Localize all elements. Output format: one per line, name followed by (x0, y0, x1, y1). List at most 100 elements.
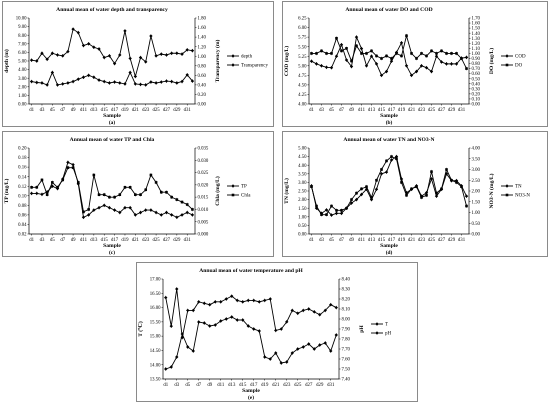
data-point (219, 319, 223, 323)
y-left-tick-label: 6.00 (298, 26, 307, 31)
data-point (301, 345, 305, 349)
data-point (380, 57, 383, 60)
x-tick-label: d15 (378, 108, 386, 113)
data-point (384, 170, 389, 174)
y-right-tick-label: 1.00 (472, 52, 481, 57)
data-point (325, 52, 328, 55)
data-point (169, 51, 174, 55)
x-tick-label: d15 (239, 383, 247, 388)
x-tick-label: d27 (163, 108, 171, 113)
y-right-tick-label: 7.80 (342, 338, 351, 343)
y-left-tick-labels: 0.00 0.50 1.00 1.50 2.00 2.50 3.00 3.50 4.00 4.50… (298, 147, 309, 238)
y-left-axis-label: COD (mg/L) (283, 46, 290, 76)
data-point (409, 73, 414, 78)
data-point (369, 197, 374, 202)
data-point (290, 308, 294, 313)
y-left-axis-label: T (℃) (137, 321, 144, 337)
data-point (128, 56, 132, 61)
data-point (296, 347, 300, 351)
data-point (118, 81, 122, 85)
data-point (186, 308, 190, 313)
data-point (464, 194, 469, 198)
x-tick-label: d5 (50, 108, 55, 113)
x-tick-label: d17 (250, 383, 258, 388)
y-right-tick-label: 0.025 (198, 171, 209, 176)
data-point (235, 298, 239, 303)
legend-entry: Chla (241, 194, 251, 199)
y-right-tick-labels: 0.000 0.005 0.010 0.015 0.020 0.025 0.030 0.035 (195, 147, 209, 238)
y-right-tick-label: 1.20 (472, 42, 481, 47)
data-point (465, 204, 468, 208)
data-point (334, 305, 338, 310)
data-point (296, 311, 300, 315)
y-right-tick-label: 8.00 (342, 318, 351, 323)
legend-entry: T (385, 323, 388, 328)
y-left-tick-label: 2.50 (298, 190, 307, 195)
data-point (61, 82, 65, 86)
y-right-tick-label: 0.010 (198, 208, 209, 213)
x-tick-label: d7 (60, 108, 65, 113)
data-point (395, 157, 398, 161)
data-point (450, 52, 453, 55)
y-right-tick-label: 0.40 (198, 83, 207, 88)
data-point (279, 327, 283, 331)
series-line (165, 288, 337, 338)
x-tick-label: d27 (438, 238, 446, 243)
legend-marker (375, 322, 379, 326)
data-point (375, 178, 378, 182)
data-point (400, 54, 403, 58)
data-point (154, 210, 158, 215)
panel-label: (b) (386, 119, 393, 126)
x-tick-label: d29 (448, 238, 456, 243)
data-point (107, 81, 112, 85)
x-tick-label: d21 (408, 108, 416, 113)
y-right-tick-label: 1.40 (472, 32, 481, 37)
x-tick-label: d27 (305, 383, 313, 388)
x-tick-label: d3 (319, 238, 324, 243)
data-point (435, 191, 438, 195)
data-point (241, 318, 245, 322)
data-point (454, 62, 459, 66)
x-axis-label: Sample (380, 243, 398, 249)
data-point (55, 83, 60, 87)
y-left-tick-label: 0.20 (18, 147, 27, 152)
legend-marker (505, 54, 509, 58)
data-point (159, 190, 163, 194)
series-line (311, 35, 467, 77)
x-tick-label: d13 (90, 108, 98, 113)
data-point (385, 159, 388, 163)
data-point (375, 54, 378, 58)
y-right-tick-label: 1.20 (198, 45, 207, 50)
y-right-tick-label: 1.50 (472, 27, 481, 32)
data-point (149, 80, 153, 84)
data-point (66, 166, 70, 169)
data-point (314, 62, 319, 66)
series-1 (310, 33, 468, 71)
y-right-tick-labels: 0.00 0.50 1.00 1.50 2.00 2.50 3.00 3.50 4.00 (469, 147, 480, 238)
x-tick-label: d9 (71, 108, 76, 113)
data-point (35, 191, 39, 196)
legend-marker (231, 193, 235, 197)
y-right-tick-label: 8.40 (342, 278, 351, 283)
data-point (164, 79, 169, 83)
x-tick-label: d25 (428, 238, 436, 243)
y-right-tick-labels: 7.40 7.50 7.60 7.70 7.80 7.90 8.00 8.10 8.20 8.30… (339, 278, 350, 383)
y-right-tick-label: 2.50 (472, 179, 481, 184)
panel-label: (c) (109, 249, 115, 256)
y-left-tick-label: 0.04 (18, 223, 27, 228)
data-point (365, 185, 368, 188)
y-right-tick-label: 0.030 (198, 159, 209, 164)
chart-panel-c: Annual mean of water TP and Chla 0.02 0.04… (2, 131, 274, 257)
y-right-tick-label: 0.50 (472, 77, 481, 82)
y-right-tick-label: 0.020 (198, 183, 209, 188)
chart-title: Annual mean of water TP and Chla (70, 137, 155, 143)
data-point (329, 303, 333, 307)
x-tick-label: d23 (418, 108, 426, 113)
data-point (380, 168, 383, 171)
data-point (405, 194, 408, 197)
data-point (241, 300, 245, 304)
data-point (420, 52, 423, 55)
data-point (92, 173, 96, 177)
data-point (335, 36, 338, 40)
y-left-tick-label: 0.50 (298, 224, 307, 229)
